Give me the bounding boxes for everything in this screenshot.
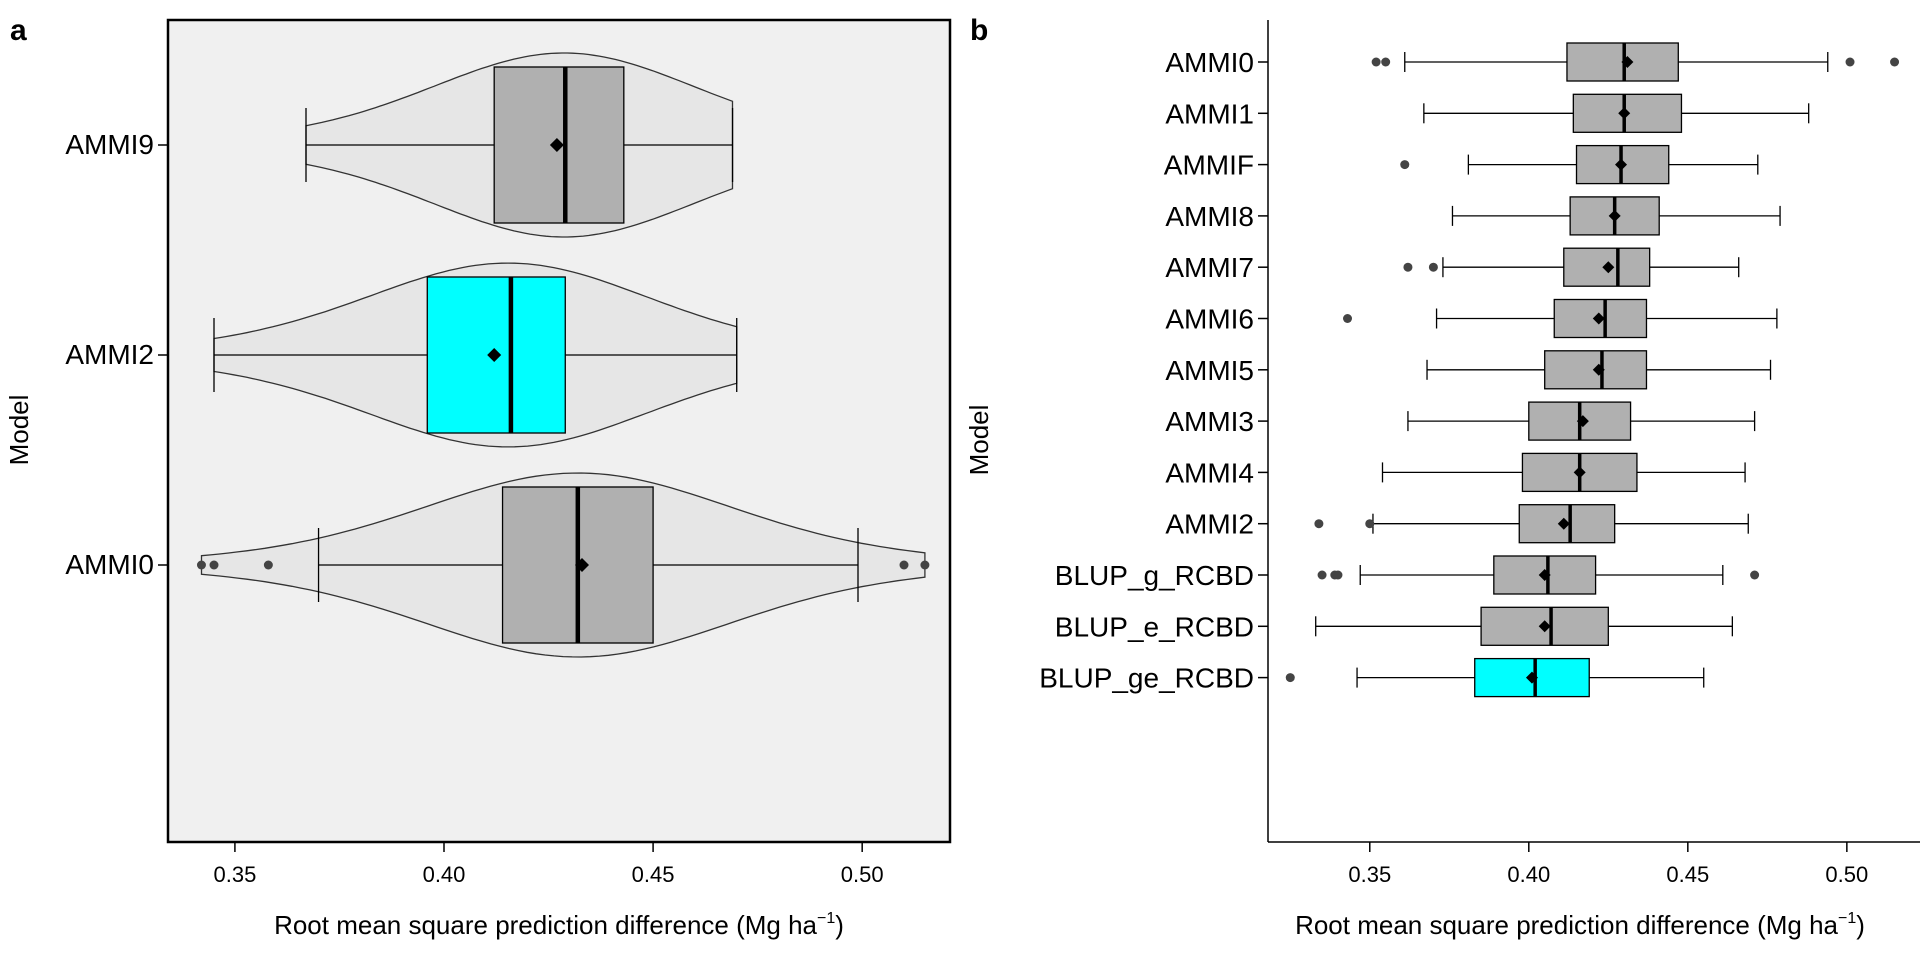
panel-a-y-axis-title: Model xyxy=(4,395,34,466)
mean-marker-ammi1 xyxy=(1618,107,1631,120)
box-ammi6 xyxy=(1553,298,1648,339)
outlier-ammi0-0 xyxy=(196,560,206,570)
panel-a-x-axis-title: Root mean square prediction difference (… xyxy=(274,910,844,940)
mean-marker-ammi2 xyxy=(1557,517,1570,530)
y-label-ammif: AMMIF xyxy=(1164,150,1254,181)
panel-b-letter: b xyxy=(970,14,988,47)
outlier-ammi6-0 xyxy=(1343,314,1353,323)
x-tick-label-2: 0.45 xyxy=(1666,862,1709,887)
mean-marker-ammi0 xyxy=(575,558,589,572)
mean-marker-blup-g-rcbd xyxy=(1538,569,1551,581)
mean-marker-ammi4 xyxy=(1573,466,1586,479)
x-tick-label-1: 0.40 xyxy=(423,862,466,887)
y-label-ammi6: AMMI6 xyxy=(1165,304,1254,335)
x-tick-label-0: 0.35 xyxy=(213,862,256,887)
outlier-ammi2-0 xyxy=(1314,519,1324,529)
x-tick-label-1: 0.40 xyxy=(1507,862,1550,887)
outlier-blup-ge-rcbd-0 xyxy=(1285,673,1295,683)
outlier-ammi0-1 xyxy=(209,560,219,570)
outlier-ammi0-2 xyxy=(263,560,273,570)
mean-marker-ammi6 xyxy=(1592,312,1605,325)
y-label-ammi0: AMMI0 xyxy=(65,549,154,580)
y-label-blup-e-rcbd: BLUP_e_RCBD xyxy=(1055,611,1254,642)
outlier-ammi7-1 xyxy=(1428,262,1438,272)
mean-marker-blup-ge-rcbd xyxy=(1525,671,1538,684)
mean-marker-ammi9 xyxy=(549,138,564,152)
outlier-blup-g-rcbd-0 xyxy=(1317,570,1327,580)
mean-marker-blup-e-rcbd xyxy=(1538,620,1551,633)
panel-a-letter: a xyxy=(10,14,27,47)
y-label-ammi4: AMMI4 xyxy=(1165,457,1254,488)
y-label-ammi8: AMMI8 xyxy=(1165,201,1254,232)
outlier-ammi0-0 xyxy=(1371,57,1381,67)
panel-b-boxplots xyxy=(1285,42,1900,698)
y-label-ammi7: AMMI7 xyxy=(1165,252,1254,283)
outlier-ammi0-4 xyxy=(920,560,930,570)
panel-b-x-axis: 0.35 0.40 0.45 0.50 xyxy=(1348,842,1868,887)
y-label-ammi5: AMMI5 xyxy=(1165,355,1254,386)
outlier-ammi0-3 xyxy=(899,560,909,570)
outlier-ammi2-1 xyxy=(1365,519,1375,529)
panel-a: a AMMI9 AMMI2 AMMI0 0.35 0.40 0.45 0.50 Root … xyxy=(4,14,952,940)
mean-marker-ammi3 xyxy=(1576,415,1589,428)
y-label-ammi2: AMMI2 xyxy=(65,339,154,370)
outlier-ammi0-3 xyxy=(1890,57,1900,67)
mean-marker-ammi2 xyxy=(487,348,502,362)
outlier-blup-g-rcbd-3 xyxy=(1750,570,1760,580)
panel-a-y-axis: AMMI9 AMMI2 AMMI0 xyxy=(65,129,168,580)
panel-b-x-axis-title: Root mean square prediction difference (… xyxy=(1295,910,1865,940)
mean-marker-ammi8 xyxy=(1608,209,1621,222)
panel-a-boxplots xyxy=(196,66,930,644)
mean-marker-ammi5 xyxy=(1592,363,1605,376)
x-tick-label-0: 0.35 xyxy=(1348,862,1391,887)
y-label-ammi0: AMMI0 xyxy=(1165,47,1254,78)
x-tick-label-3: 0.50 xyxy=(841,862,884,887)
y-label-blup-ge-rcbd: BLUP_ge_RCBD xyxy=(1039,663,1254,694)
y-label-ammi3: AMMI3 xyxy=(1165,406,1254,437)
outlier-ammif-0 xyxy=(1400,160,1410,170)
mean-marker-ammif xyxy=(1615,158,1628,171)
panel-b-y-axis: AMMI0 AMMI1 AMMIF AMMI8 AMMI7 AMMI6 AMMI5 AMMI3… xyxy=(1039,20,1920,843)
x-tick-label-2: 0.45 xyxy=(632,862,675,887)
outlier-blup-g-rcbd-2 xyxy=(1333,570,1343,580)
outlier-ammi7-0 xyxy=(1403,262,1413,272)
y-label-ammi2: AMMI2 xyxy=(1165,509,1254,540)
panel-b: b AMMI0AMMI1AMMIFAMMI8AMMI7AMMI6AMMI5AMM… xyxy=(964,14,1920,940)
outlier-ammi0-1 xyxy=(1381,57,1391,67)
y-label-ammi1: AMMI1 xyxy=(1165,98,1254,129)
x-tick-label-3: 0.50 xyxy=(1825,862,1868,887)
panel-b-y-axis-title: Model xyxy=(964,405,994,476)
outlier-ammi0-2 xyxy=(1845,57,1855,67)
panel-a-x-axis: 0.35 0.40 0.45 0.50 xyxy=(213,842,884,887)
y-label-blup-g-rcbd: BLUP_g_RCBD xyxy=(1055,560,1254,591)
y-label-ammi9: AMMI9 xyxy=(65,129,154,160)
mean-marker-ammi7 xyxy=(1602,261,1615,274)
mean-marker-ammi0 xyxy=(1621,56,1634,68)
